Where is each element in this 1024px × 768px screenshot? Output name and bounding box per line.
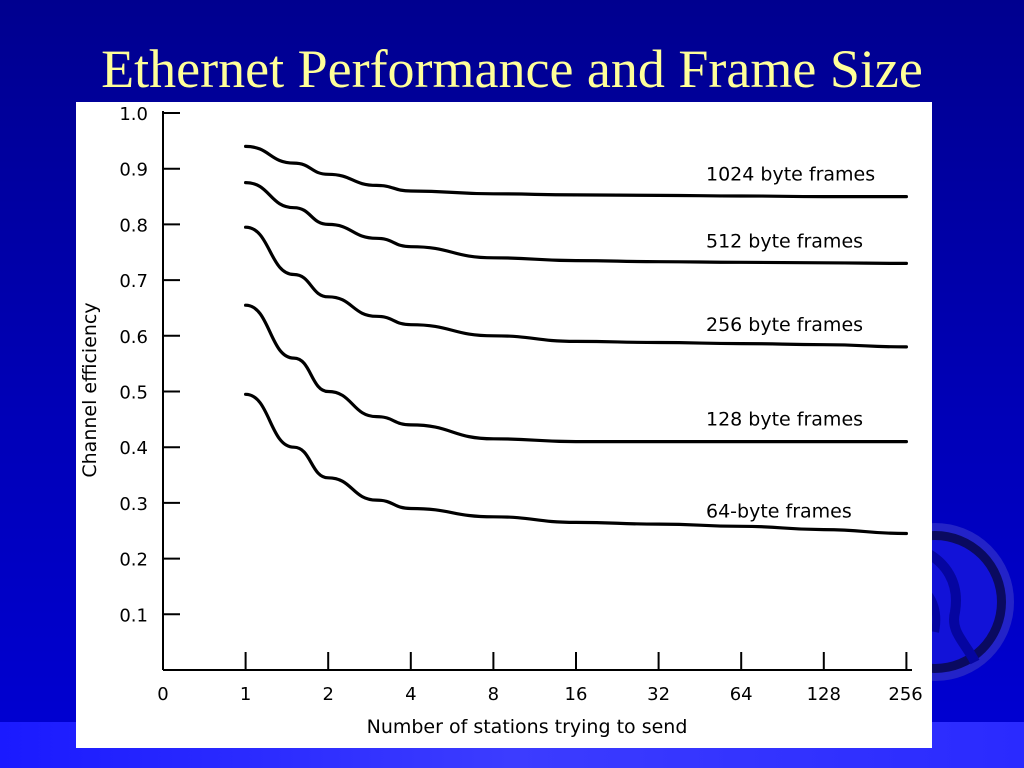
x-tick-label: 128 (807, 684, 841, 705)
x-axis-label: Number of stations trying to send (367, 716, 688, 738)
y-tick-label: 0.1 (119, 605, 148, 626)
x-tick-label: 8 (488, 684, 499, 705)
slide-title: Ethernet Performance and Frame Size (101, 39, 923, 99)
series-label: 512 byte frames (706, 230, 863, 252)
x-tick-label: 4 (405, 684, 416, 705)
x-tick-label: 16 (565, 684, 588, 705)
series-line (244, 392, 908, 536)
y-tick-label: 1.0 (119, 104, 148, 125)
x-tick-label: 32 (647, 684, 670, 705)
series-line (244, 144, 908, 199)
series-label: 1024 byte frames (706, 164, 875, 186)
x-tick-label: 256 (888, 684, 922, 705)
y-tick-label: 0.5 (119, 383, 148, 404)
series-group: 1024 byte frames 512 byte frames 256 byte … (244, 144, 908, 536)
x-tick-label: 1 (240, 684, 251, 705)
series-label: 64-byte frames (706, 501, 852, 523)
series-line (244, 181, 908, 265)
series-label: 128 byte frames (706, 409, 863, 431)
y-axis-label: Channel efficiency (79, 302, 101, 477)
y-tick-label: 0.3 (119, 494, 148, 515)
x-axis-ticks: 0 1 2 4 8 16 32 64 128 256 (157, 652, 923, 705)
series-label: 256 byte frames (706, 314, 863, 336)
y-tick-label: 0.4 (119, 438, 148, 459)
y-tick-label: 0.9 (119, 160, 148, 181)
series-line (244, 303, 908, 444)
y-tick-label: 0.6 (119, 327, 148, 348)
x-tick-label: 64 (730, 684, 753, 705)
series-line (244, 225, 908, 349)
y-tick-label: 0.2 (119, 550, 148, 571)
chart-panel: 0.1 0.2 0.3 0.4 0.5 0.6 0.7 0.8 0.9 1.0 0 1 2 4 8 16 32… (76, 102, 932, 748)
x-tick-label: 0 (157, 684, 168, 705)
y-tick-label: 0.8 (119, 215, 148, 236)
x-tick-label: 2 (322, 684, 333, 705)
line-chart: 0.1 0.2 0.3 0.4 0.5 0.6 0.7 0.8 0.9 1.0 0 1 2 4 8 16 32… (79, 104, 923, 738)
y-axis-ticks: 0.1 0.2 0.3 0.4 0.5 0.6 0.7 0.8 0.9 1.0 (119, 104, 180, 626)
y-tick-label: 0.7 (119, 271, 148, 292)
